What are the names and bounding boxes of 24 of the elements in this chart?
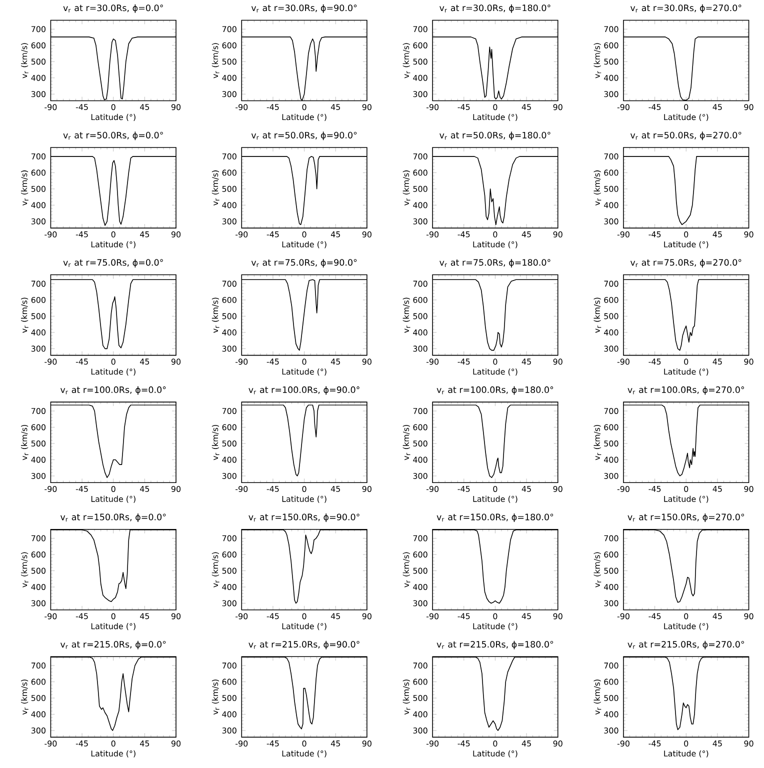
chart-title: v$_{r}$ at r=150.0Rs, ϕ=180.0° (436, 514, 554, 522)
chart-title: v$_{r}$ at r=100.0Rs, ϕ=90.0° (248, 386, 360, 395)
chart-title: v$_{r}$ at r=50.0Rs, ϕ=270.0° (630, 132, 742, 140)
chart-title: v$_{r}$ at r=215.0Rs, ϕ=180.0° (436, 640, 554, 650)
chart-title: v$_{r}$ at r=100.0Rs, ϕ=180.0° (436, 386, 554, 395)
chart-title: v$_{r}$ at r=50.0Rs, ϕ=180.0° (440, 132, 550, 140)
chart-title: v$_{r}$ at r=75.0Rs, ϕ=90.0° (252, 258, 357, 268)
chart-title: v$_{r}$ at r=50.0Rs, ϕ=0.0° (63, 132, 164, 140)
chart-title: v$_{r}$ at r=30.0Rs, ϕ=270.0° (630, 4, 742, 13)
chart-title: v$_{r}$ at r=75.0Rs, ϕ=180.0° (440, 258, 550, 268)
chart-title: v$_{r}$ at r=215.0Rs, ϕ=0.0° (60, 640, 166, 650)
chart-title: v$_{r}$ at r=100.0Rs, ϕ=0.0° (60, 386, 166, 395)
chart-title: v$_{r}$ at r=30.0Rs, ϕ=180.0° (440, 4, 550, 13)
chart-title: v$_{r}$ at r=215.0Rs, ϕ=270.0° (628, 640, 744, 650)
chart-title: v$_{r}$ at r=215.0Rs, ϕ=90.0° (248, 640, 360, 650)
chart-title: v$_{r}$ at r=75.0Rs, ϕ=0.0° (63, 258, 164, 268)
chart-title: v$_{r}$ at r=150.0Rs, ϕ=270.0° (628, 514, 744, 522)
chart-title: v$_{r}$ at r=100.0Rs, ϕ=270.0° (628, 386, 744, 395)
chart-title: v$_{r}$ at r=30.0Rs, ϕ=0.0° (63, 4, 164, 13)
chart-title: v$_{r}$ at r=75.0Rs, ϕ=270.0° (630, 258, 742, 268)
chart-title: v$_{r}$ at r=150.0Rs, ϕ=0.0° (60, 514, 166, 522)
chart-title: v$_{r}$ at r=150.0Rs, ϕ=90.0° (248, 514, 360, 522)
chart-title: v$_{r}$ at r=30.0Rs, ϕ=90.0° (252, 4, 357, 13)
chart-title: v$_{r}$ at r=50.0Rs, ϕ=90.0° (252, 132, 357, 140)
